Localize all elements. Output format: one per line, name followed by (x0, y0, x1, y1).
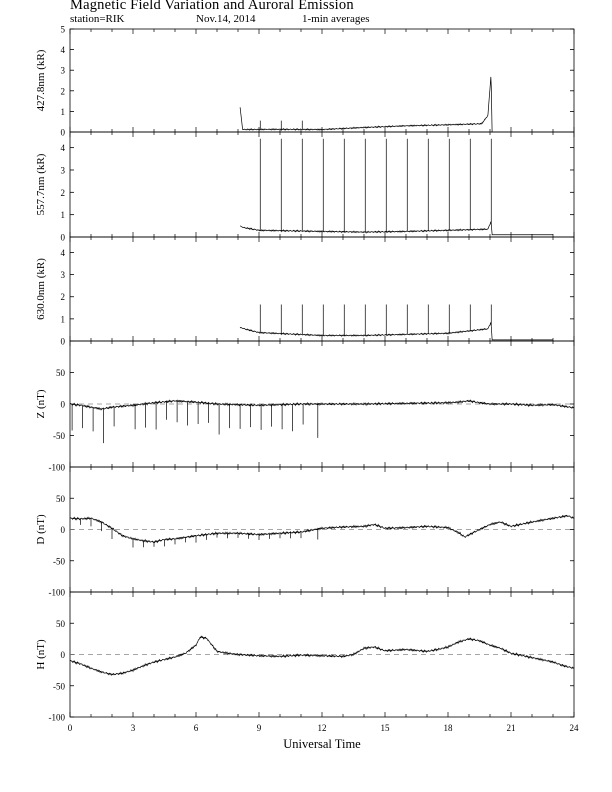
x-tick-label: 12 (318, 723, 327, 733)
x-tick-label: 6 (194, 723, 199, 733)
panel-frame (69, 131, 575, 238)
x-tick-label: 3 (131, 723, 136, 733)
station-label: station=RIK (70, 13, 125, 25)
date-label: Nov.14, 2014 (196, 13, 256, 25)
y-tick-label: 2 (61, 86, 66, 96)
series-line (239, 138, 553, 236)
y-tick-label: 1 (61, 107, 66, 117)
y-tick-label: 2 (61, 188, 66, 198)
y-tick-label: 3 (61, 270, 66, 280)
y-axis-label: 427.8nm (kR) (35, 49, 47, 111)
y-axis-label: D (nT) (35, 514, 47, 545)
y-tick-label: 4 (61, 248, 66, 258)
y-axis-label: 557.7nm (kR) (35, 153, 47, 215)
series-line (69, 635, 575, 676)
y-tick-label: 5 (61, 25, 66, 35)
series-line (69, 514, 575, 548)
panel-6: -100 -50 0 50 H (nT) 0 3 6 9 12 15 18 21 24 Universal … (35, 591, 580, 751)
y-tick-label: -50 (53, 681, 65, 691)
y-tick-label: 50 (56, 494, 66, 504)
page-title: Magnetic Field Variation and Auroral Emi… (70, 0, 354, 13)
series-line (239, 304, 553, 341)
y-axis-label: H (nT) (35, 639, 47, 670)
y-tick-label: -50 (53, 556, 65, 566)
series-line (69, 399, 575, 444)
y-tick-label: 0 (61, 128, 66, 138)
y-axis-label: 630.0nm (kR) (35, 258, 47, 320)
y-tick-label: 0 (61, 525, 66, 535)
panel-4: -100 -50 0 50 Z (nT) (35, 340, 575, 473)
y-tick-label: 1 (61, 210, 66, 220)
y-tick-label: 4 (61, 143, 66, 153)
y-tick-label: -50 (53, 431, 65, 441)
panel-1: 0 1 2 3 4 5 427.8nm (kR) (35, 25, 575, 138)
y-axis-label: Z (nT) (35, 389, 47, 418)
x-axis-label: Universal Time (283, 737, 361, 751)
x-tick-label: 9 (257, 723, 262, 733)
y-tick-label: -100 (49, 588, 66, 598)
series-line (239, 76, 493, 132)
y-tick-label: 3 (61, 165, 66, 175)
y-tick-label: 0 (61, 400, 66, 410)
averaging-label: 1-min averages (302, 13, 370, 25)
y-tick-label: 50 (56, 368, 66, 378)
y-tick-label: 2 (61, 292, 66, 302)
x-tick-label: 15 (381, 723, 391, 733)
y-tick-label: 0 (61, 650, 66, 660)
y-tick-label: 1 (61, 314, 66, 324)
y-tick-label: -100 (49, 463, 66, 473)
panel-frame (69, 28, 575, 133)
y-tick-label: 4 (61, 45, 66, 55)
y-tick-label: -100 (49, 713, 66, 723)
x-tick-label: 18 (444, 723, 454, 733)
x-tick-label: 0 (68, 723, 73, 733)
y-tick-label: 0 (61, 233, 66, 243)
x-tick-label: 24 (570, 723, 580, 733)
panel-frame (69, 236, 575, 342)
x-tick-label: 21 (507, 723, 516, 733)
panel-3: 0 1 2 3 4 630.0nm (kR) (35, 236, 575, 347)
y-tick-label: 50 (56, 619, 66, 629)
y-tick-label: 3 (61, 66, 66, 76)
panel-2: 0 1 2 3 4 557.7nm (kR) (35, 131, 575, 243)
y-tick-label: 0 (61, 337, 66, 347)
panel-5: -100 -50 0 50 D (nT) (35, 466, 575, 598)
